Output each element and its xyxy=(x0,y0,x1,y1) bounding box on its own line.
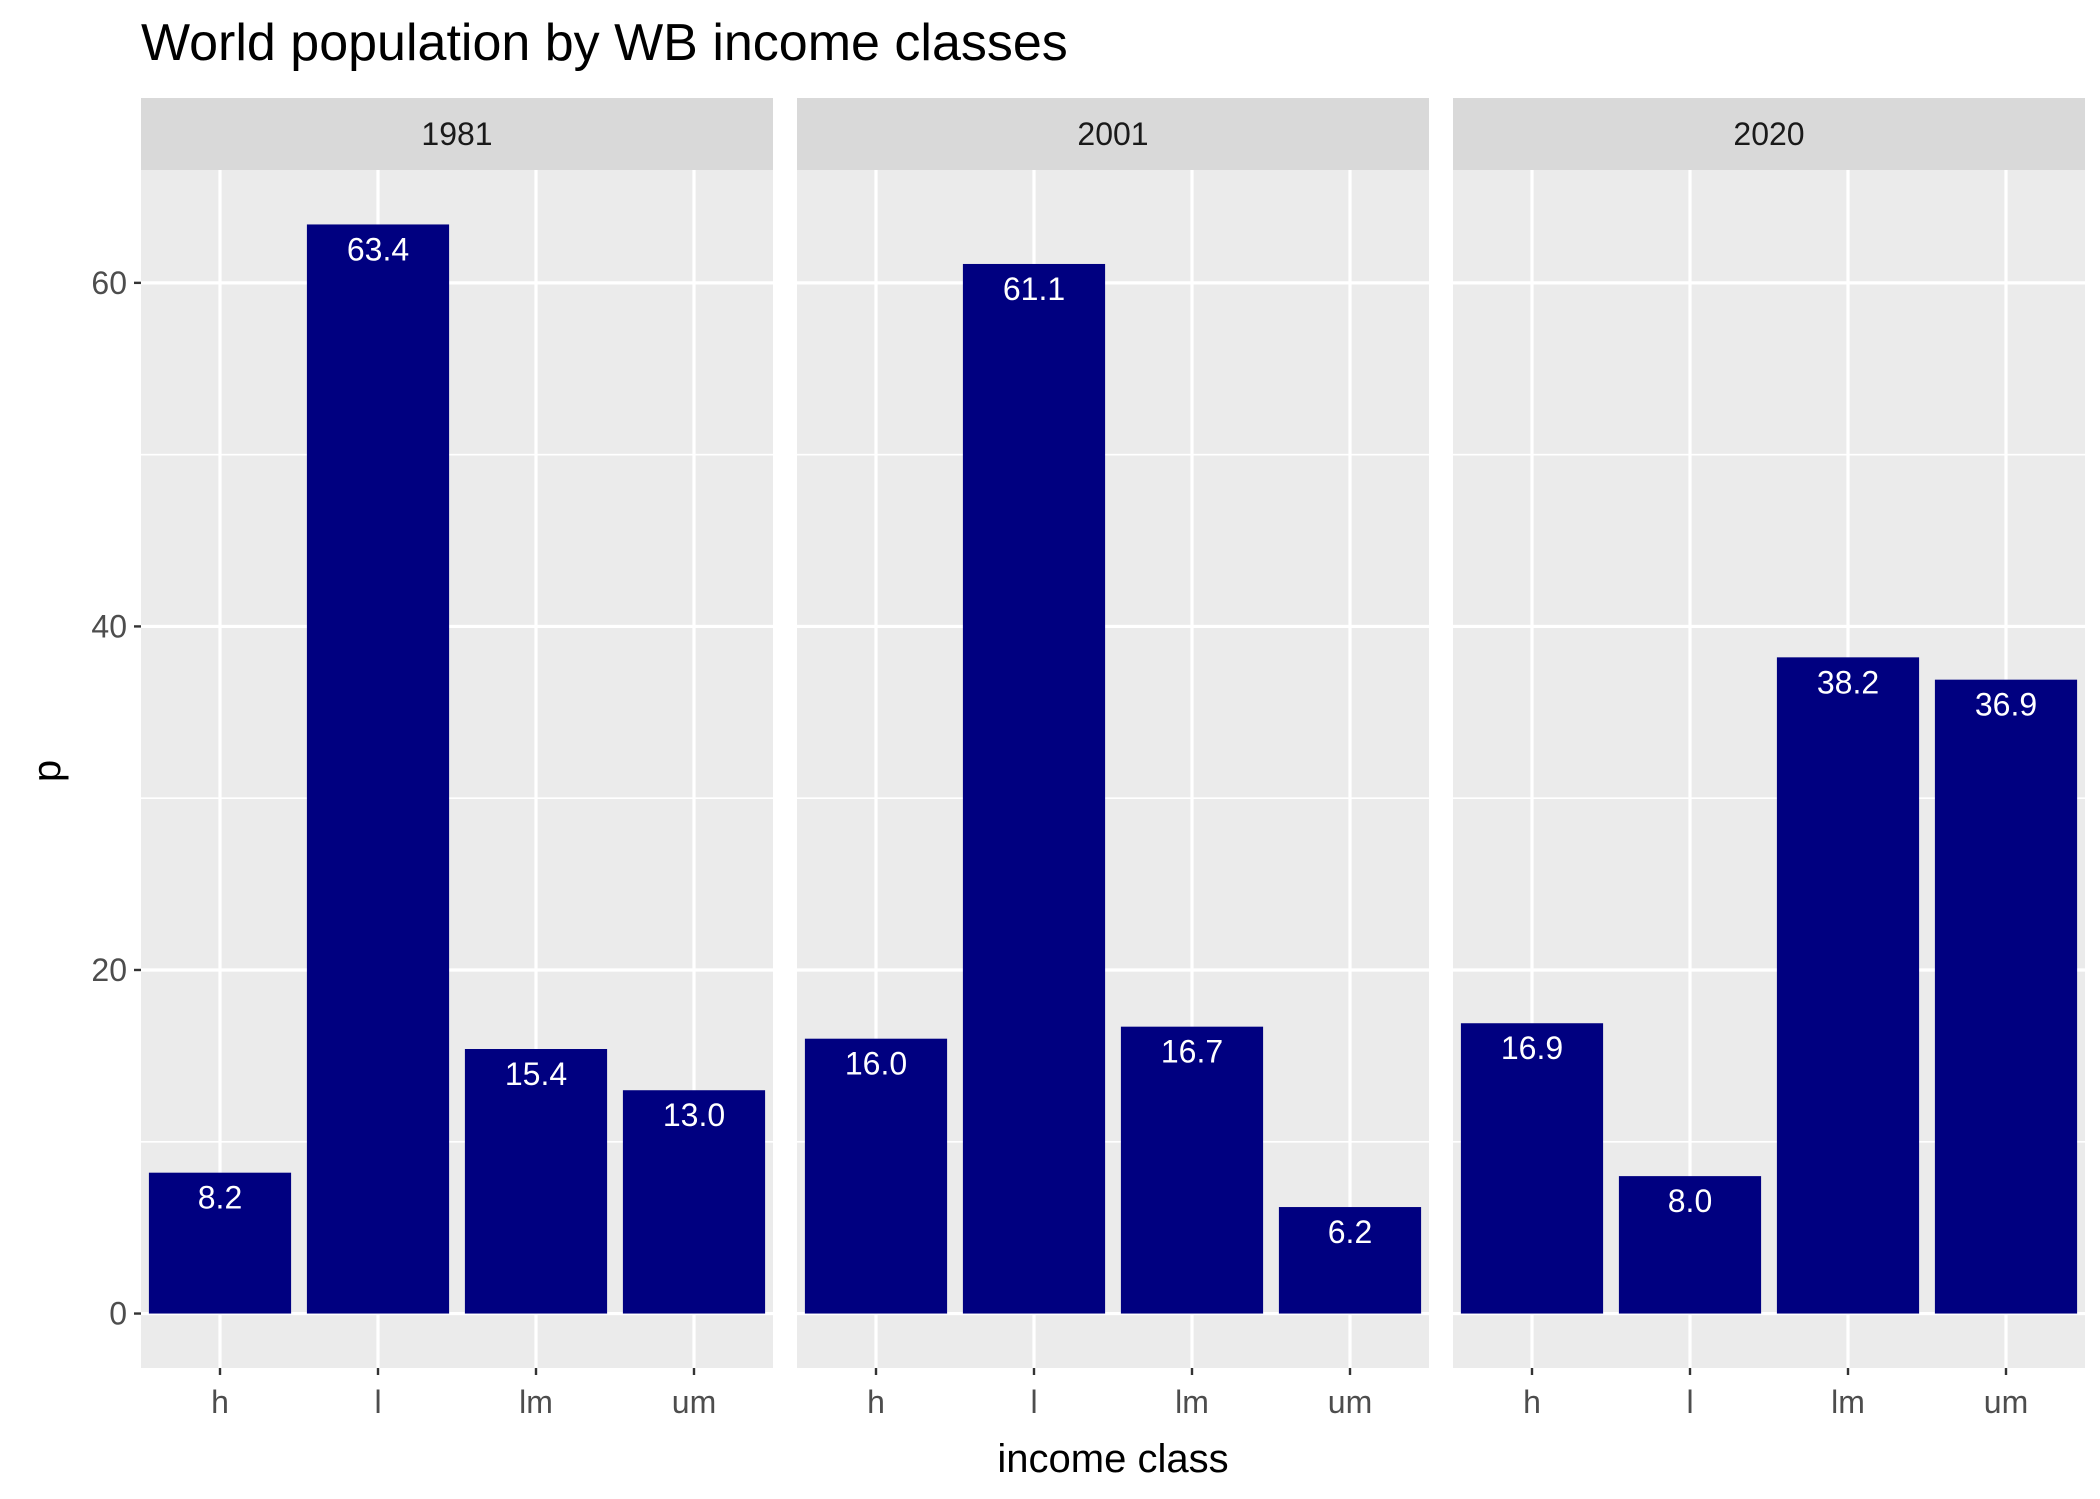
bar-1981-h xyxy=(148,1172,292,1314)
bar-value-label: 13.0 xyxy=(663,1097,725,1133)
y-tick-label: 0 xyxy=(109,1296,127,1332)
x-tick-label: h xyxy=(211,1384,229,1420)
bar-value-label: 16.7 xyxy=(1161,1034,1223,1070)
bar-2020-lm xyxy=(1776,657,1920,1314)
x-tick-label: um xyxy=(1328,1384,1372,1420)
bar-2001-h xyxy=(804,1038,948,1314)
facet-strip-label: 1981 xyxy=(421,116,492,152)
bar-value-label: 36.9 xyxy=(1975,687,2037,723)
x-axis-title: income class xyxy=(997,1437,1228,1481)
y-tick-label: 20 xyxy=(91,952,127,988)
facet-strip xyxy=(797,98,1429,170)
facet-strip xyxy=(141,98,773,170)
facet-panels: 1981 8.2 63.4 15.4 13.0 h l lm um 2001 16.0 61.1 16.… xyxy=(141,98,2085,1420)
bar-2020-l xyxy=(1618,1176,1762,1314)
x-tick-label: l xyxy=(1030,1384,1037,1420)
x-tick-label: um xyxy=(672,1384,716,1420)
bar-value-label: 8.2 xyxy=(198,1180,242,1216)
bar-2001-l xyxy=(962,263,1106,1314)
facet-strip-label: 2001 xyxy=(1077,116,1148,152)
x-tick-label: l xyxy=(374,1384,381,1420)
y-tick-label: 60 xyxy=(91,265,127,301)
x-tick-label: h xyxy=(867,1384,885,1420)
bar-value-label: 61.1 xyxy=(1003,271,1065,307)
bar-2001-lm xyxy=(1120,1026,1264,1314)
bar-value-label: 16.9 xyxy=(1501,1030,1563,1066)
bar-1981-l xyxy=(306,224,450,1314)
facet-strip xyxy=(1453,98,2085,170)
bar-value-label: 15.4 xyxy=(505,1056,567,1092)
bar-1981-um xyxy=(622,1090,766,1314)
bar-value-label: 6.2 xyxy=(1328,1214,1372,1250)
facet-panel-1981: 1981 8.2 63.4 15.4 13.0 h l lm um xyxy=(141,98,773,1420)
bar-value-label: 38.2 xyxy=(1817,664,1879,700)
y-tick-label: 40 xyxy=(91,608,127,644)
x-tick-label: um xyxy=(1984,1384,2028,1420)
bar-2020-um xyxy=(1934,679,2078,1314)
x-tick-label: lm xyxy=(1175,1384,1209,1420)
bar-value-label: 16.0 xyxy=(845,1046,907,1082)
bar-value-label: 8.0 xyxy=(1668,1183,1712,1219)
bar-value-label: 63.4 xyxy=(347,231,409,267)
x-tick-label: lm xyxy=(1831,1384,1865,1420)
x-tick-label: h xyxy=(1523,1384,1541,1420)
x-tick-label: l xyxy=(1686,1384,1693,1420)
bar-1981-lm xyxy=(464,1049,608,1314)
bar-2020-h xyxy=(1460,1023,1604,1314)
y-axis: 0 20 40 60 xyxy=(91,265,141,1332)
chart-title: World population by WB income classes xyxy=(141,14,1068,72)
facet-panel-2020: 2020 16.9 8.0 38.2 36.9 h l lm um xyxy=(1453,98,2085,1420)
bar-2001-um xyxy=(1278,1207,1422,1314)
facet-panel-2001: 2001 16.0 61.1 16.7 6.2 h l lm um xyxy=(797,98,1429,1420)
x-tick-label: lm xyxy=(519,1384,553,1420)
y-axis-title: p xyxy=(25,760,69,782)
facet-strip-label: 2020 xyxy=(1733,116,1804,152)
